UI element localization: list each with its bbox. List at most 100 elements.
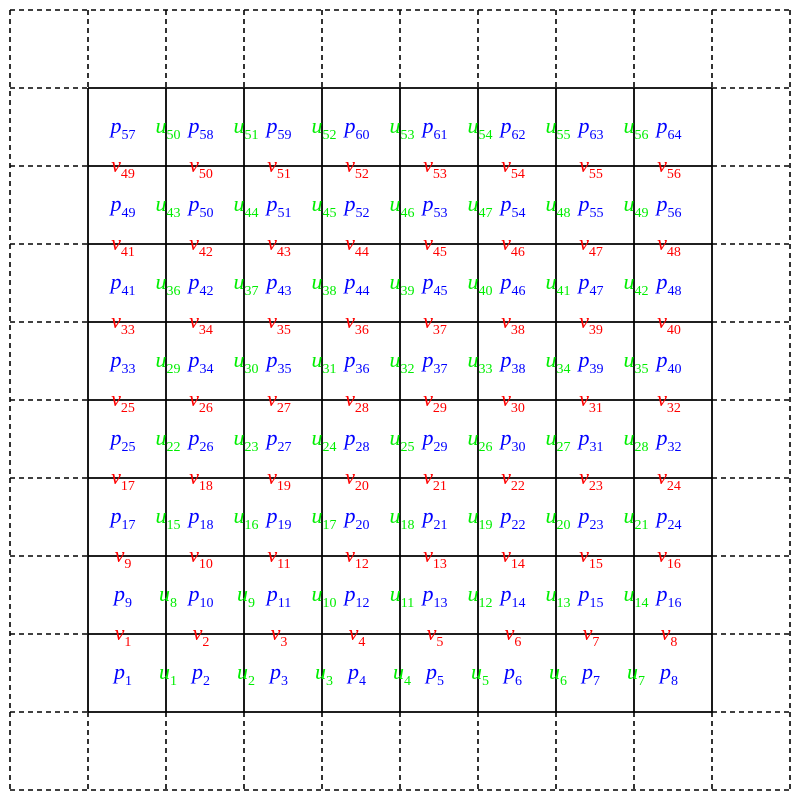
v-velocity-node-label: v51 <box>267 152 291 182</box>
v-velocity-node-label: v38 <box>501 308 525 338</box>
v-velocity-node-label: v42 <box>189 230 213 260</box>
pressure-node-label: p38 <box>499 347 526 377</box>
u-velocity-node-label: u18 <box>390 503 415 533</box>
pressure-node-label: p3 <box>268 659 288 689</box>
v-velocity-node-label: v26 <box>189 386 213 416</box>
v-velocity-node-label: v4 <box>349 620 366 650</box>
u-velocity-node-label: u19 <box>468 503 493 533</box>
pressure-node-label: p1 <box>112 659 132 689</box>
u-velocity-node-label: u37 <box>234 269 259 299</box>
v-velocity-node-label: v56 <box>657 152 681 182</box>
v-velocity-node-label: v37 <box>423 308 447 338</box>
v-velocity-node-label: v24 <box>657 464 681 494</box>
v-velocity-node-label: v10 <box>189 542 213 572</box>
u-velocity-node-label: u4 <box>393 659 411 689</box>
pressure-node-label: p18 <box>187 503 214 533</box>
pressure-node-label: p64 <box>655 113 682 143</box>
u-velocity-node-label: u35 <box>624 347 649 377</box>
v-velocity-node-label: v15 <box>579 542 603 572</box>
u-velocity-node-label: u55 <box>546 113 571 143</box>
v-velocity-node-label: v50 <box>189 152 213 182</box>
pressure-node-label: p45 <box>421 269 448 299</box>
v-velocity-node-label: v36 <box>345 308 369 338</box>
pressure-node-label: p50 <box>187 191 214 221</box>
pressure-node-label: p44 <box>343 269 370 299</box>
u-velocity-node-label: u48 <box>546 191 571 221</box>
pressure-node-label: p61 <box>421 113 448 143</box>
pressure-node-label: p24 <box>655 503 682 533</box>
u-velocity-node-label: u40 <box>468 269 493 299</box>
v-velocity-node-label: v19 <box>267 464 291 494</box>
u-velocity-node-label: u44 <box>234 191 259 221</box>
v-velocity-node-label: v2 <box>193 620 210 650</box>
u-velocity-node-label: u26 <box>468 425 493 455</box>
v-velocity-node-label: v11 <box>267 542 290 572</box>
u-velocity-node-label: u27 <box>546 425 571 455</box>
pressure-node-label: p16 <box>655 581 682 611</box>
u-velocity-node-label: u53 <box>390 113 415 143</box>
v-velocity-node-label: v8 <box>661 620 678 650</box>
v-velocity-node-label: v20 <box>345 464 369 494</box>
u-velocity-node-label: u54 <box>468 113 493 143</box>
pressure-node-label: p33 <box>109 347 136 377</box>
v-velocity-node-label: v9 <box>115 542 132 572</box>
u-velocity-node-label: u1 <box>159 659 177 689</box>
pressure-node-label: p52 <box>343 191 370 221</box>
u-velocity-node-label: u2 <box>237 659 255 689</box>
pressure-node-label: p22 <box>499 503 526 533</box>
v-velocity-node-label: v31 <box>579 386 603 416</box>
v-velocity-node-label: v35 <box>267 308 291 338</box>
pressure-node-label: p54 <box>499 191 526 221</box>
pressure-node-label: p30 <box>499 425 526 455</box>
v-velocity-node-label: v54 <box>501 152 525 182</box>
u-velocity-node-label: u30 <box>234 347 259 377</box>
v-velocity-node-label: v7 <box>583 620 600 650</box>
grid-labels: p1 p2 p3 p4 p5 p6 p7 p8 p9 p10 p11 p12 p13 p14 p15 p16 p… <box>109 113 682 689</box>
pressure-node-label: p42 <box>187 269 214 299</box>
u-velocity-node-label: u51 <box>234 113 259 143</box>
pressure-node-label: p39 <box>577 347 604 377</box>
u-velocity-node-label: u20 <box>546 503 571 533</box>
pressure-node-label: p17 <box>109 503 136 533</box>
u-velocity-node-label: u15 <box>156 503 181 533</box>
pressure-node-label: p25 <box>109 425 136 455</box>
pressure-node-label: p8 <box>658 659 678 689</box>
u-velocity-node-label: u8 <box>159 581 177 611</box>
u-velocity-node-label: u39 <box>390 269 415 299</box>
pressure-node-label: p27 <box>265 425 292 455</box>
v-velocity-node-label: v29 <box>423 386 447 416</box>
pressure-node-label: p2 <box>190 659 210 689</box>
pressure-node-label: p53 <box>421 191 448 221</box>
pressure-node-label: p32 <box>655 425 682 455</box>
v-velocity-node-label: v6 <box>505 620 522 650</box>
v-velocity-node-label: v14 <box>501 542 525 572</box>
u-velocity-node-label: u16 <box>234 503 259 533</box>
v-velocity-node-label: v23 <box>579 464 603 494</box>
pressure-node-label: p5 <box>424 659 444 689</box>
u-velocity-node-label: u32 <box>390 347 415 377</box>
pressure-node-label: p20 <box>343 503 370 533</box>
u-velocity-node-label: u34 <box>546 347 571 377</box>
u-velocity-node-label: u11 <box>390 581 414 611</box>
v-velocity-node-label: v32 <box>657 386 681 416</box>
pressure-node-label: p48 <box>655 269 682 299</box>
v-velocity-node-label: v22 <box>501 464 525 494</box>
pressure-node-label: p36 <box>343 347 370 377</box>
u-velocity-node-label: u25 <box>390 425 415 455</box>
pressure-node-label: p41 <box>109 269 136 299</box>
pressure-node-label: p7 <box>580 659 600 689</box>
u-velocity-node-label: u3 <box>315 659 333 689</box>
pressure-node-label: p43 <box>265 269 292 299</box>
pressure-node-label: p58 <box>187 113 214 143</box>
v-velocity-node-label: v28 <box>345 386 369 416</box>
pressure-node-label: p28 <box>343 425 370 455</box>
v-velocity-node-label: v16 <box>657 542 681 572</box>
u-velocity-node-label: u5 <box>471 659 489 689</box>
v-velocity-node-label: v53 <box>423 152 447 182</box>
v-velocity-node-label: v25 <box>111 386 135 416</box>
pressure-node-label: p46 <box>499 269 526 299</box>
u-velocity-node-label: u6 <box>549 659 567 689</box>
u-velocity-node-label: u12 <box>468 581 493 611</box>
v-velocity-node-label: v44 <box>345 230 369 260</box>
